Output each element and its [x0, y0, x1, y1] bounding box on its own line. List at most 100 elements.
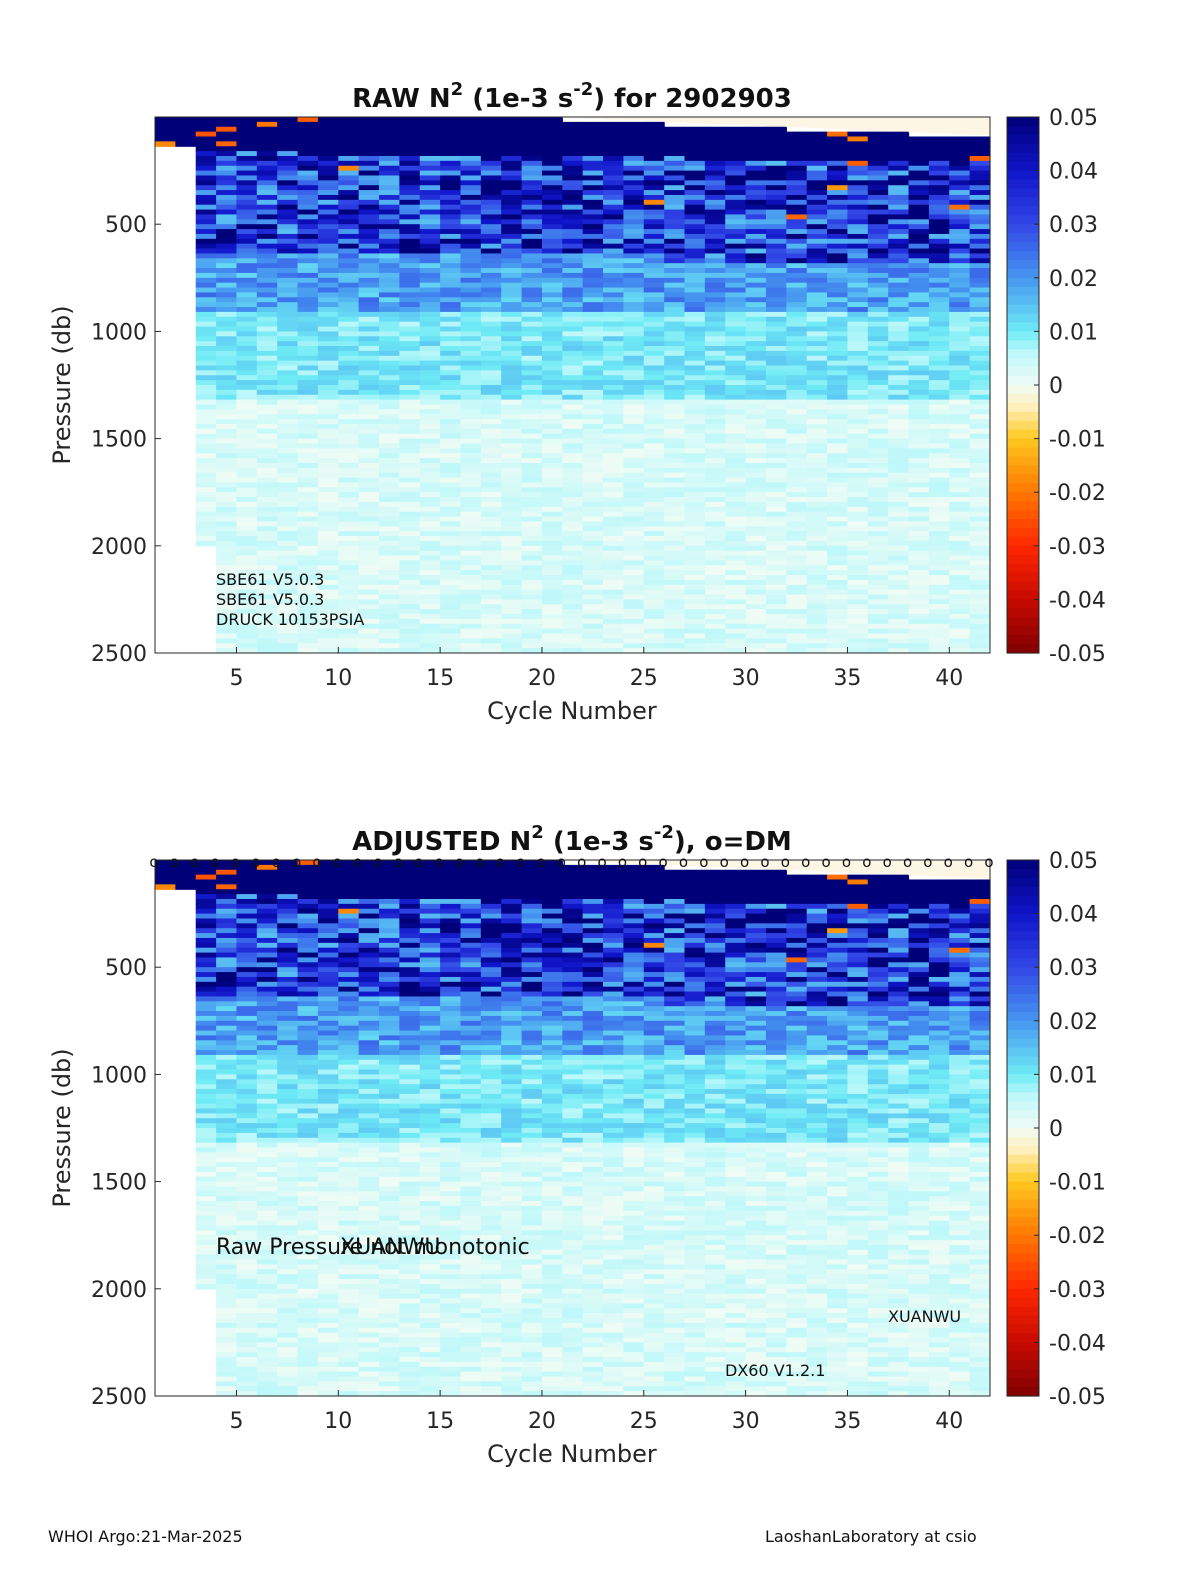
heat-cell [501, 599, 523, 605]
heat-cell [419, 521, 441, 527]
heat-cell [317, 614, 339, 620]
heat-cell [419, 531, 441, 537]
heat-cell [195, 1279, 217, 1285]
heat-cell [541, 526, 563, 532]
heat-cell [338, 238, 360, 245]
heat-cell [827, 487, 849, 493]
heat-cell [236, 497, 258, 503]
heat-cell [256, 365, 278, 371]
heat-cell [969, 190, 991, 196]
heat-cell [297, 1225, 319, 1231]
heat-cell [236, 443, 258, 449]
heat-cell [562, 326, 584, 332]
heat-cell [603, 185, 625, 191]
heat-cell [765, 126, 787, 133]
heat-cell [684, 131, 706, 138]
heat-cell [460, 531, 482, 537]
heat-cell [277, 355, 299, 362]
heat-cell [847, 389, 869, 396]
heat-cell [806, 550, 828, 557]
heat-cell [195, 472, 217, 479]
heat-cell [643, 375, 665, 381]
heat-cell [623, 472, 645, 479]
heat-cell [480, 565, 502, 571]
heat-cell [277, 903, 299, 910]
heat-cell [827, 589, 849, 596]
heat-cell [195, 243, 217, 250]
heat-cell [195, 1079, 217, 1085]
heat-cell [684, 214, 706, 220]
heat-cell [419, 516, 441, 523]
heat-cell [521, 355, 543, 362]
heat-cell [623, 360, 645, 367]
heat-cell [440, 633, 462, 639]
heat-cell [195, 204, 217, 211]
heat-cell [806, 628, 828, 635]
heat-cell [521, 575, 543, 581]
heat-cell [338, 433, 360, 440]
heat-cell [867, 648, 889, 654]
heat-cell [256, 584, 278, 591]
heat-cell [195, 370, 217, 376]
heat-cell [297, 355, 319, 362]
heat-cell [582, 209, 604, 216]
heat-cell [908, 117, 930, 133]
heat-cell [704, 151, 726, 157]
colorbar-segment [1007, 393, 1039, 404]
heat-cell [480, 540, 502, 547]
heat-cell [969, 248, 991, 255]
heat-cell [338, 501, 360, 508]
heat-cell [236, 942, 258, 949]
heat-cell [338, 277, 360, 284]
heat-cell [867, 433, 889, 440]
heat-cell [888, 282, 910, 289]
heat-cell [623, 214, 645, 220]
heat-cell [501, 570, 523, 576]
heat-cell [399, 433, 421, 440]
heat-cell [501, 297, 523, 303]
heat-cell [480, 414, 502, 420]
heat-cell [236, 311, 258, 318]
heat-cell [277, 287, 299, 294]
heat-cell [236, 1181, 258, 1188]
heat-cell [664, 399, 686, 406]
heat-cell [806, 365, 828, 371]
colorbar-tick-label: 0.03 [1049, 213, 1098, 238]
heat-cell [419, 238, 441, 245]
heat-cell [195, 458, 217, 464]
heat-cell [358, 355, 380, 362]
heat-cell [704, 589, 726, 596]
heat-cell [236, 981, 258, 988]
heat-cell [236, 575, 258, 581]
heat-cell [256, 297, 278, 303]
heat-cell [216, 302, 238, 308]
heat-cell [501, 458, 523, 464]
heat-cell [216, 165, 238, 172]
heat-cell [216, 923, 238, 929]
heat-cell [195, 404, 217, 410]
heat-cell [236, 389, 258, 396]
heat-cell [256, 1215, 278, 1222]
heat-cell [256, 1030, 278, 1037]
heat-cell [501, 370, 523, 376]
heat-cell [541, 336, 563, 342]
heat-cell [419, 570, 441, 576]
heat-cell [521, 531, 543, 537]
heat-cell [216, 1254, 238, 1261]
heat-cell [256, 423, 278, 430]
heat-cell [399, 609, 421, 615]
heat-cell [603, 487, 625, 493]
heat-cell [623, 501, 645, 508]
heat-cell [643, 594, 665, 600]
heat-cell [827, 609, 849, 615]
heat-cell [419, 589, 441, 596]
heat-cell [949, 638, 971, 644]
heat-cell [888, 180, 910, 186]
heat-cell [338, 287, 360, 294]
colorbar-segment [1007, 590, 1039, 600]
heat-cell [236, 1386, 258, 1392]
heat-cell [582, 389, 604, 396]
heat-cell [399, 355, 421, 362]
heat-cell [480, 151, 502, 157]
heat-cell [399, 443, 421, 449]
